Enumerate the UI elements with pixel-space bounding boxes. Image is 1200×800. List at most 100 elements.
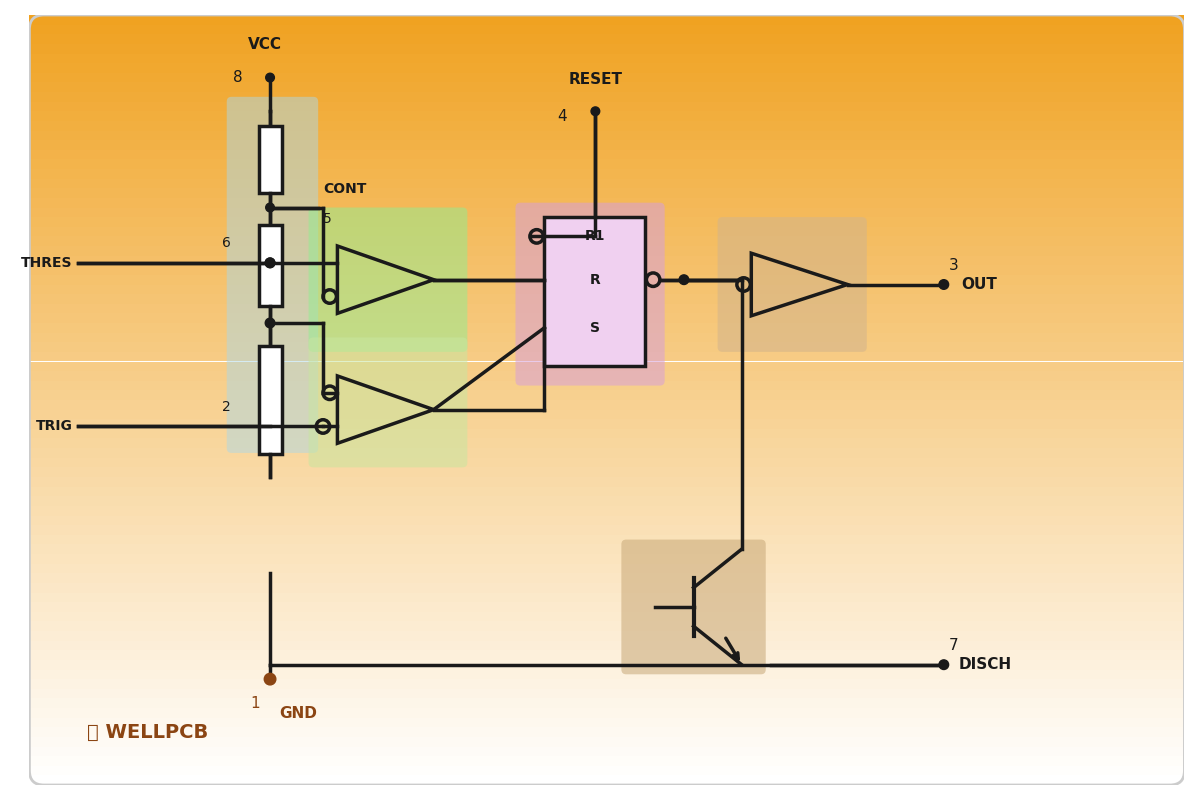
Bar bbox=[30, 178, 1184, 188]
Text: 8: 8 bbox=[234, 70, 244, 85]
Bar bbox=[30, 323, 1184, 333]
Circle shape bbox=[265, 258, 275, 268]
Bar bbox=[30, 333, 1184, 342]
Bar bbox=[30, 111, 1184, 121]
Text: 3: 3 bbox=[949, 258, 959, 273]
Bar bbox=[30, 718, 1184, 727]
Text: S: S bbox=[590, 321, 600, 335]
Bar bbox=[30, 92, 1184, 102]
Text: 5: 5 bbox=[323, 212, 331, 226]
Circle shape bbox=[679, 275, 689, 285]
Bar bbox=[30, 246, 1184, 256]
Bar bbox=[30, 419, 1184, 429]
Bar bbox=[30, 429, 1184, 438]
Circle shape bbox=[264, 674, 276, 685]
Bar bbox=[30, 188, 1184, 198]
FancyBboxPatch shape bbox=[308, 207, 467, 352]
Bar bbox=[30, 766, 1184, 775]
Bar bbox=[30, 602, 1184, 612]
Bar bbox=[30, 477, 1184, 486]
Text: VCC: VCC bbox=[248, 37, 282, 51]
Text: 4: 4 bbox=[557, 109, 566, 123]
Bar bbox=[30, 756, 1184, 766]
Bar bbox=[30, 82, 1184, 92]
Circle shape bbox=[265, 258, 275, 268]
Circle shape bbox=[265, 74, 275, 82]
Bar bbox=[30, 622, 1184, 631]
Bar bbox=[30, 612, 1184, 622]
Bar bbox=[30, 458, 1184, 467]
Bar bbox=[258, 225, 282, 306]
Text: 7: 7 bbox=[949, 638, 959, 653]
Bar bbox=[30, 198, 1184, 207]
Bar bbox=[30, 698, 1184, 708]
Bar bbox=[30, 544, 1184, 554]
Bar bbox=[30, 775, 1184, 785]
Bar bbox=[30, 342, 1184, 352]
Bar bbox=[30, 708, 1184, 718]
Bar bbox=[30, 641, 1184, 650]
Bar bbox=[30, 140, 1184, 150]
Text: R: R bbox=[590, 273, 601, 286]
Bar bbox=[30, 515, 1184, 525]
Bar bbox=[30, 304, 1184, 314]
Bar bbox=[30, 574, 1184, 583]
Text: 2: 2 bbox=[222, 400, 232, 414]
Bar bbox=[30, 54, 1184, 63]
Bar bbox=[30, 381, 1184, 390]
Bar bbox=[30, 583, 1184, 593]
Bar bbox=[30, 266, 1184, 275]
Circle shape bbox=[265, 318, 275, 328]
Bar bbox=[30, 438, 1184, 448]
Text: THRES: THRES bbox=[22, 256, 73, 270]
Bar bbox=[30, 226, 1184, 236]
FancyBboxPatch shape bbox=[718, 217, 866, 352]
Bar bbox=[30, 285, 1184, 294]
FancyBboxPatch shape bbox=[622, 539, 766, 674]
Bar bbox=[30, 506, 1184, 515]
Text: 1: 1 bbox=[251, 697, 260, 711]
Text: GND: GND bbox=[280, 706, 318, 721]
Bar bbox=[30, 679, 1184, 689]
Bar bbox=[30, 737, 1184, 746]
Bar bbox=[30, 400, 1184, 410]
Bar bbox=[30, 63, 1184, 73]
Bar bbox=[30, 371, 1184, 381]
Text: R1: R1 bbox=[586, 230, 606, 243]
Text: RESET: RESET bbox=[569, 72, 623, 87]
Bar bbox=[30, 25, 1184, 34]
Bar bbox=[30, 631, 1184, 641]
Bar bbox=[30, 564, 1184, 574]
FancyBboxPatch shape bbox=[308, 338, 467, 467]
Bar bbox=[30, 390, 1184, 400]
Bar bbox=[258, 126, 282, 193]
Bar bbox=[30, 34, 1184, 44]
Bar bbox=[30, 534, 1184, 544]
Bar bbox=[30, 256, 1184, 266]
Bar bbox=[545, 217, 646, 366]
Bar bbox=[30, 130, 1184, 140]
Bar bbox=[30, 314, 1184, 323]
Bar bbox=[30, 352, 1184, 362]
Bar bbox=[30, 15, 1184, 25]
Bar bbox=[30, 727, 1184, 737]
Circle shape bbox=[938, 280, 949, 290]
Text: CONT: CONT bbox=[323, 182, 366, 196]
Bar bbox=[30, 410, 1184, 419]
Bar bbox=[30, 660, 1184, 670]
Text: 6: 6 bbox=[222, 236, 232, 250]
Bar bbox=[30, 670, 1184, 679]
Bar bbox=[258, 346, 282, 454]
Bar bbox=[30, 746, 1184, 756]
Bar bbox=[30, 294, 1184, 304]
Text: DISCH: DISCH bbox=[959, 657, 1012, 672]
Bar bbox=[30, 159, 1184, 169]
Circle shape bbox=[265, 203, 275, 212]
FancyBboxPatch shape bbox=[227, 97, 318, 453]
Bar bbox=[30, 102, 1184, 111]
Bar bbox=[30, 362, 1184, 371]
Bar bbox=[30, 73, 1184, 82]
Bar bbox=[30, 467, 1184, 477]
Circle shape bbox=[938, 660, 949, 670]
Bar bbox=[30, 217, 1184, 226]
